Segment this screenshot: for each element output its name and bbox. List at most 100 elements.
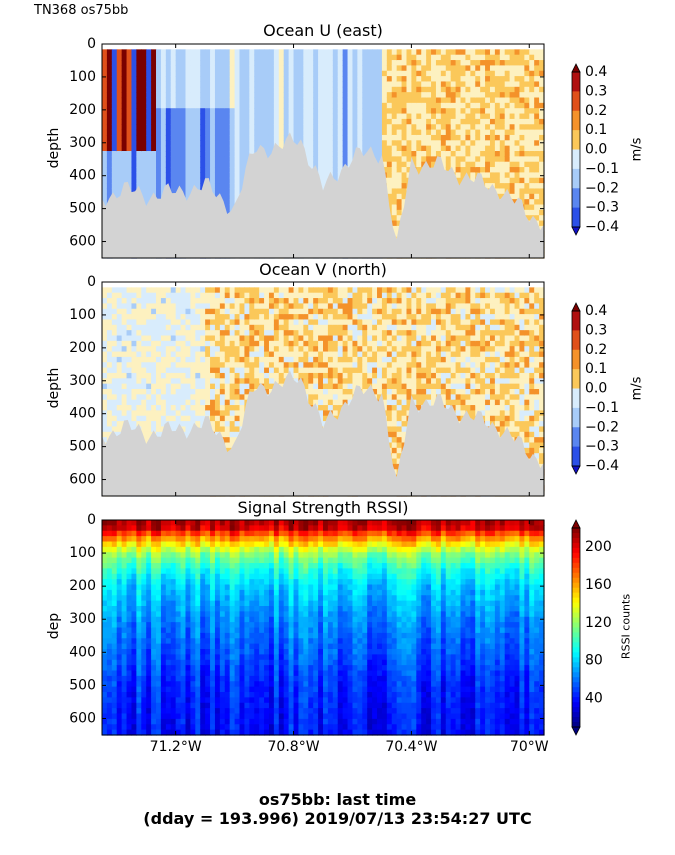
field-cell — [102, 298, 108, 304]
field-cell — [514, 151, 521, 157]
field-cell — [391, 54, 398, 61]
field-cell — [151, 65, 157, 72]
figure-footer: os75bb: last time (dday = 193.996) 2019/… — [0, 790, 675, 828]
field-cell — [421, 81, 427, 88]
field-cell — [146, 410, 152, 417]
field-cell — [391, 108, 398, 115]
field-cell — [141, 415, 147, 422]
field-cell — [160, 362, 167, 369]
field-cell — [278, 86, 285, 93]
field-cell — [219, 346, 226, 353]
field-cell — [426, 129, 432, 136]
field-cell — [224, 447, 231, 454]
field-cell — [431, 156, 437, 163]
field-cell — [539, 151, 545, 157]
field-cell — [313, 65, 319, 72]
field-cell — [151, 362, 157, 369]
field-cell — [170, 161, 177, 168]
field-cell — [234, 177, 241, 184]
field-cell — [313, 76, 319, 83]
field-cell — [146, 298, 152, 304]
field-cell — [160, 167, 167, 173]
field-cell — [219, 319, 226, 326]
field-cell — [205, 167, 211, 173]
field-cell — [377, 65, 383, 72]
field-cell — [352, 60, 358, 66]
field-cell — [170, 188, 177, 195]
field-cell — [362, 49, 368, 56]
field-cell — [136, 415, 142, 422]
field-cell — [313, 92, 319, 99]
field-cell — [401, 86, 408, 93]
field-cell — [323, 145, 329, 152]
field-cell — [102, 383, 108, 390]
field-cell — [224, 308, 231, 315]
field-cell — [308, 129, 314, 136]
field-cell — [386, 54, 393, 61]
field-cell — [175, 113, 182, 120]
field-cell — [386, 183, 393, 190]
field-cell — [151, 356, 157, 363]
field-cell — [116, 372, 123, 379]
field-cell — [102, 199, 108, 206]
field-cell — [239, 102, 246, 109]
field-cell — [156, 108, 162, 115]
field-cell — [141, 287, 147, 294]
field-cell — [475, 156, 481, 163]
field-cell — [406, 108, 412, 115]
field-cell — [460, 113, 467, 120]
field-cell — [229, 372, 236, 379]
field-cell — [116, 70, 123, 77]
field-cell — [116, 394, 123, 401]
field-cell — [499, 76, 506, 83]
field-cell — [190, 108, 196, 115]
field-cell — [381, 97, 388, 104]
field-cell — [126, 314, 133, 321]
field-cell — [273, 76, 280, 83]
field-cell — [205, 140, 211, 147]
field-cell — [445, 161, 452, 168]
field-cell — [146, 383, 152, 390]
field-cell — [332, 102, 339, 109]
colorbar-tick-label: 0.4 — [585, 64, 607, 80]
field-cell — [141, 431, 147, 438]
field-cell — [200, 113, 206, 120]
field-cell — [372, 86, 378, 93]
field-cell — [136, 394, 142, 401]
field-cell — [244, 356, 250, 363]
field-cell — [377, 60, 383, 66]
field-cell — [499, 118, 506, 125]
panel3-title: Signal Strength RSSI) — [237, 498, 409, 517]
field-cell — [210, 140, 216, 147]
field-cell — [323, 134, 329, 141]
field-cell — [160, 129, 167, 136]
field-cell — [175, 335, 182, 342]
field-cell — [146, 156, 152, 163]
field-cell — [401, 60, 408, 66]
field-cell — [362, 124, 368, 131]
field-cell — [391, 86, 398, 93]
field-cell — [102, 314, 108, 321]
field-cell — [239, 183, 246, 190]
field-cell — [327, 65, 334, 72]
field-cell — [205, 70, 211, 77]
field-cell — [160, 383, 167, 390]
field-cell — [210, 151, 216, 157]
field-cell — [121, 118, 128, 125]
field-cell — [524, 215, 530, 222]
field-cell — [116, 102, 123, 109]
field-cell — [259, 86, 265, 93]
field-cell — [249, 314, 255, 321]
field-cell — [372, 108, 378, 115]
field-cell — [102, 161, 108, 168]
field-cell — [160, 340, 167, 347]
field-cell — [352, 134, 358, 141]
field-cell — [126, 70, 133, 77]
field-cell — [111, 86, 118, 93]
field-cell — [519, 49, 525, 56]
field-cell — [156, 86, 162, 93]
field-cell — [180, 351, 187, 358]
field-cell — [111, 356, 118, 363]
field-cell — [455, 60, 462, 66]
field-cell — [102, 102, 108, 109]
